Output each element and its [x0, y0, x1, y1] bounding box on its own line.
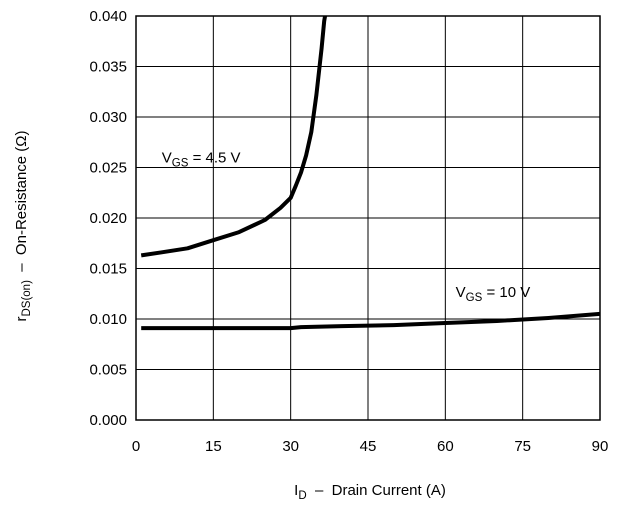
y-tick-label: 0.040 — [89, 8, 127, 25]
y-axis-label: rDS(on) – On-Resistance (Ω) — [13, 130, 33, 321]
series-line-0 — [140, 16, 328, 258]
tick-labels: 0 15 30 45 60 75 90 0.000 0.005 0.010 0.015 0.020 0.… — [89, 8, 608, 455]
x-tick-label: 60 — [437, 438, 454, 455]
series-lines — [140, 16, 600, 331]
plot-frame — [135, 15, 601, 421]
y-tick-label: 0.030 — [89, 109, 127, 126]
y-tick-label: 0.005 — [89, 362, 127, 379]
series-label-0: VGS = 4.5 V — [162, 149, 241, 169]
x-tick-label: 30 — [282, 438, 299, 455]
x-tick-label: 90 — [592, 438, 609, 455]
x-tick-label: 45 — [360, 438, 377, 455]
y-tick-label: 0.025 — [89, 160, 127, 177]
x-axis-label: ID – Drain Current (A) — [294, 482, 446, 502]
series-line-1 — [141, 311, 600, 331]
grid — [135, 15, 601, 421]
y-tick-label: 0.010 — [89, 311, 127, 328]
x-tick-label: 75 — [514, 438, 531, 455]
y-tick-label: 0.000 — [89, 412, 127, 429]
series-label-1: VGS = 10 V — [456, 284, 531, 304]
x-tick-label: 0 — [132, 438, 140, 455]
series-labels: VGS = 4.5 V VGS = 10 V — [162, 149, 530, 303]
y-tick-label: 0.020 — [89, 210, 127, 227]
x-tick-label: 15 — [205, 438, 222, 455]
y-tick-label: 0.035 — [89, 59, 127, 76]
y-tick-label: 0.015 — [89, 261, 127, 278]
